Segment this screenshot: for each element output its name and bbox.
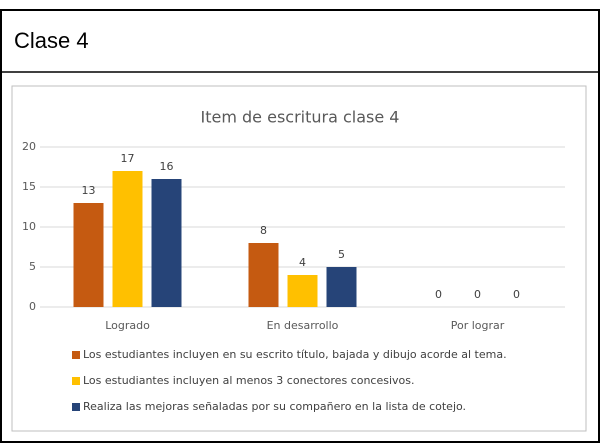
bar: [112, 171, 143, 307]
value-label: 17: [121, 152, 135, 165]
y-tick-label: 20: [22, 140, 36, 153]
y-tick-label: 10: [22, 220, 36, 233]
legend-swatch: [72, 403, 80, 411]
x-tick-label: En desarrollo: [267, 319, 339, 332]
legend-swatch: [72, 351, 80, 359]
y-tick-label: 0: [29, 300, 36, 313]
bar: [287, 275, 318, 307]
bar: [151, 179, 182, 307]
value-label: 5: [338, 248, 345, 261]
value-label: 4: [299, 256, 306, 269]
value-label: 0: [513, 288, 520, 301]
legend-swatch: [72, 377, 80, 385]
value-label: 0: [474, 288, 481, 301]
chart-box: [11, 85, 587, 432]
value-label: 8: [260, 224, 267, 237]
legend-label: Los estudiantes incluyen al menos 3 cone…: [83, 374, 415, 387]
chart-title: Item de escritura clase 4: [201, 108, 400, 127]
bar: [248, 243, 279, 307]
legend-label: Los estudiantes incluyen en su escrito t…: [83, 348, 507, 361]
legend-label: Realiza las mejoras señaladas por su com…: [83, 400, 466, 413]
x-tick-label: Logrado: [105, 319, 150, 332]
y-tick-label: 5: [29, 260, 36, 273]
x-tick-label: Por lograr: [451, 319, 505, 332]
bar: [326, 267, 357, 307]
value-label: 16: [160, 160, 174, 173]
bar: [73, 203, 104, 307]
value-label: 13: [82, 184, 96, 197]
y-tick-label: 15: [22, 180, 36, 193]
value-label: 0: [435, 288, 442, 301]
header-title: Clase 4: [14, 28, 89, 53]
